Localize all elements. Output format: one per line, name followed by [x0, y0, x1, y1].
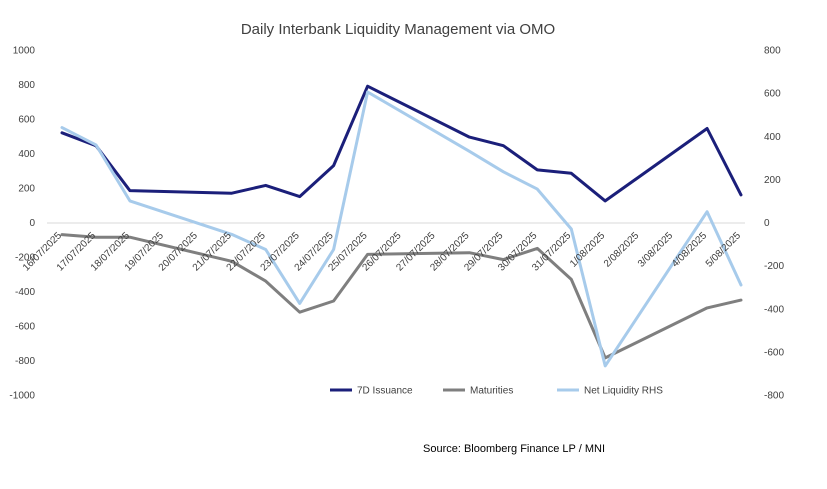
- legend-label: 7D Issuance: [357, 386, 413, 397]
- left-tick-label: 800: [18, 80, 35, 91]
- right-tick-label: -600: [764, 347, 784, 358]
- right-axis: 800 600 400 200 0 -200 -400 -600 -800: [764, 46, 784, 402]
- left-tick-label: 400: [18, 149, 35, 160]
- right-tick-label: -400: [764, 304, 784, 315]
- left-tick-label: -800: [15, 356, 35, 367]
- legend-label: Net Liquidity RHS: [584, 386, 663, 397]
- left-axis: 1000 800 600 400 200 0 -200 -400 -600 -800 -1000: [9, 46, 35, 402]
- right-tick-label: -200: [764, 261, 784, 272]
- right-tick-label: 800: [764, 46, 781, 57]
- series-layer: [60, 84, 743, 368]
- left-tick-label: -200: [15, 253, 35, 264]
- right-tick-label: 600: [764, 89, 781, 100]
- left-tick-label: -1000: [9, 391, 35, 402]
- chart-title: Daily Interbank Liquidity Management via…: [241, 21, 555, 38]
- right-tick-label: -800: [764, 391, 784, 402]
- left-tick-label: -600: [15, 322, 35, 333]
- right-tick-label: 400: [764, 132, 781, 143]
- left-tick-label: -400: [15, 287, 35, 298]
- source-note: Source: Bloomberg Finance LP / MNI: [423, 443, 605, 455]
- left-tick-label: 200: [18, 184, 35, 195]
- legend: 7D Issuance Maturities Net Liquidity RHS: [330, 386, 663, 397]
- left-tick-label: 0: [29, 218, 35, 229]
- right-tick-label: 0: [764, 218, 770, 229]
- left-tick-label: 1000: [13, 46, 36, 57]
- legend-label: Maturities: [470, 386, 513, 397]
- series-line-net-liquidity-rhs: [60, 90, 743, 368]
- series-line-7d-issuance: [60, 84, 743, 203]
- right-tick-label: 200: [764, 175, 781, 186]
- left-tick-label: 600: [18, 115, 35, 126]
- series-line-maturities: [60, 233, 743, 360]
